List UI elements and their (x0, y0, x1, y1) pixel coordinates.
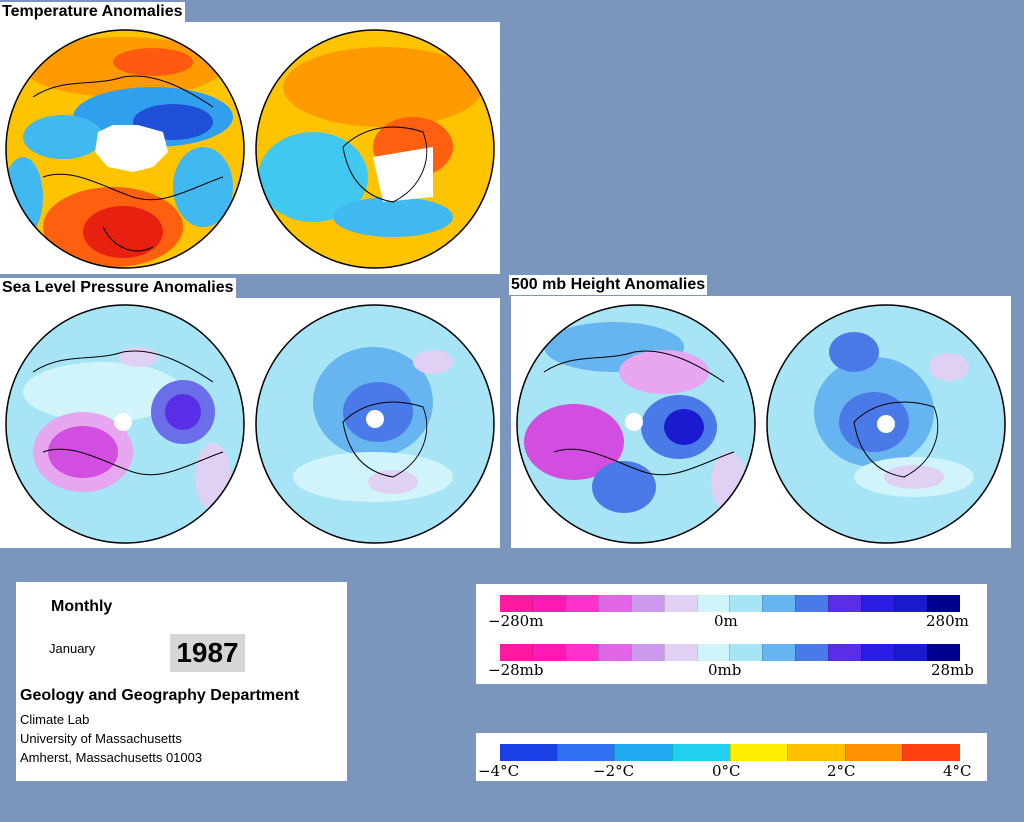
department-label: Geology and Geography Department (20, 687, 300, 704)
temp-label-3: 0°C (712, 762, 741, 780)
temp-label-2: −2°C (593, 762, 635, 780)
height-colorbar-swatch (500, 595, 532, 612)
height-colorbar-swatch (597, 595, 631, 612)
university-label: University of Massachusetts (20, 731, 182, 746)
temperature-south-map (255, 29, 495, 269)
temperature-colorbar-swatch (729, 744, 788, 761)
lab-label: Climate Lab (20, 712, 90, 727)
temperature-colorbar-swatch (671, 744, 730, 761)
slp-north-map (5, 304, 245, 544)
height-colorbar-swatch (663, 595, 697, 612)
pressure-label-mid: 0mb (708, 661, 742, 679)
pressure-colorbar-swatch (729, 644, 763, 661)
pressure-colorbar-swatch (926, 644, 960, 661)
pressure-colorbar-swatch (597, 644, 631, 661)
pressure-colorbar-swatch (795, 644, 829, 661)
height-colorbar-swatch (762, 595, 796, 612)
height-colorbar-swatch (795, 595, 829, 612)
height-label-max: 280m (926, 612, 969, 630)
pressure-label-min: −28mb (488, 661, 544, 679)
pressure-colorbar (500, 644, 960, 661)
pressure-colorbar-swatch (500, 644, 532, 661)
temperature-colorbar-swatch (556, 744, 615, 761)
pressure-colorbar-swatch (762, 644, 796, 661)
height-colorbar-swatch (861, 595, 895, 612)
address-label: Amherst, Massachusetts 01003 (20, 750, 203, 765)
temperature-colorbar-swatch (902, 744, 960, 761)
height-label-mid: 0m (714, 612, 738, 630)
temperature-colorbar-swatch (500, 744, 557, 761)
height-label-min: −280m (488, 612, 544, 630)
temperature-colorbar-swatch (844, 744, 903, 761)
temperature-colorbar-swatch (787, 744, 845, 761)
pressure-colorbar-swatch (894, 644, 927, 661)
pressure-colorbar-swatch (564, 644, 598, 661)
height-title: 500 mb Height Anomalies (509, 275, 708, 295)
slp-title: Sea Level Pressure Anomalies (0, 278, 236, 298)
height-colorbar-swatch (894, 595, 927, 612)
pressure-colorbar-swatch (828, 644, 862, 661)
temperature-north-map (5, 29, 245, 269)
temperature-colorbar-swatch (614, 744, 672, 761)
height-south-map (766, 304, 1006, 544)
month-label: January (49, 641, 96, 656)
slp-south-map (255, 304, 495, 544)
height-colorbar-swatch (729, 595, 763, 612)
temp-label-5: 4°C (943, 762, 972, 780)
height-colorbar-swatch (564, 595, 598, 612)
temp-label-4: 2°C (827, 762, 856, 780)
height-colorbar-swatch (828, 595, 862, 612)
height-colorbar (500, 595, 960, 612)
pressure-colorbar-swatch (696, 644, 730, 661)
height-colorbar-swatch (696, 595, 730, 612)
period-label: Monthly (51, 598, 113, 615)
pressure-colorbar-swatch (663, 644, 697, 661)
temperature-colorbar (500, 744, 960, 761)
temp-label-1: −4°C (478, 762, 520, 780)
height-colorbar-swatch (926, 595, 960, 612)
pressure-colorbar-swatch (861, 644, 895, 661)
info-box: Monthly January 1987 Geology and Geograp… (16, 582, 347, 781)
pressure-colorbar-swatch (630, 644, 664, 661)
pressure-label-max: 28mb (931, 661, 974, 679)
height-north-map (516, 304, 756, 544)
year-badge: 1987 (170, 634, 245, 672)
pressure-colorbar-swatch (531, 644, 565, 661)
temperature-title: Temperature Anomalies (0, 2, 185, 22)
temperature-legend: −4°C −2°C 0°C 2°C 4°C (476, 733, 987, 781)
anomaly-legend: −280m 0m 280m −28mb 0mb 28mb (476, 584, 987, 684)
height-colorbar-swatch (531, 595, 565, 612)
height-colorbar-swatch (630, 595, 664, 612)
